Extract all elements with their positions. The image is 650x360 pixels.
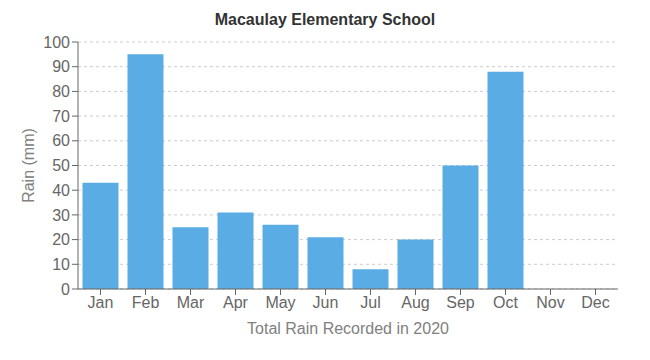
svg-text:Jul: Jul	[360, 294, 380, 311]
svg-text:100: 100	[43, 34, 70, 51]
svg-text:Aug: Aug	[401, 294, 429, 311]
svg-text:10: 10	[52, 256, 70, 273]
svg-text:Jan: Jan	[88, 294, 114, 311]
svg-text:40: 40	[52, 182, 70, 199]
svg-text:90: 90	[52, 58, 70, 75]
svg-text:50: 50	[52, 157, 70, 174]
svg-text:Total Rain Recorded in 2020: Total Rain Recorded in 2020	[247, 320, 449, 337]
svg-text:70: 70	[52, 108, 70, 125]
svg-text:Oct: Oct	[493, 294, 518, 311]
svg-text:Nov: Nov	[536, 294, 564, 311]
svg-text:Jun: Jun	[313, 294, 339, 311]
svg-text:0: 0	[61, 281, 70, 298]
svg-text:30: 30	[52, 207, 70, 224]
svg-text:Apr: Apr	[223, 294, 249, 311]
svg-text:80: 80	[52, 83, 70, 100]
svg-text:Rain (mm): Rain (mm)	[20, 128, 37, 203]
svg-text:20: 20	[52, 231, 70, 248]
svg-text:Feb: Feb	[132, 294, 160, 311]
svg-text:60: 60	[52, 132, 70, 149]
html-text:Macaulay Elementary School: Macaulay Elementary School	[214, 11, 436, 28]
svg-text:Dec: Dec	[581, 294, 609, 311]
svg-text:May: May	[265, 294, 295, 311]
svg-text:Mar: Mar	[177, 294, 205, 311]
svg-text:Sep: Sep	[446, 294, 475, 311]
